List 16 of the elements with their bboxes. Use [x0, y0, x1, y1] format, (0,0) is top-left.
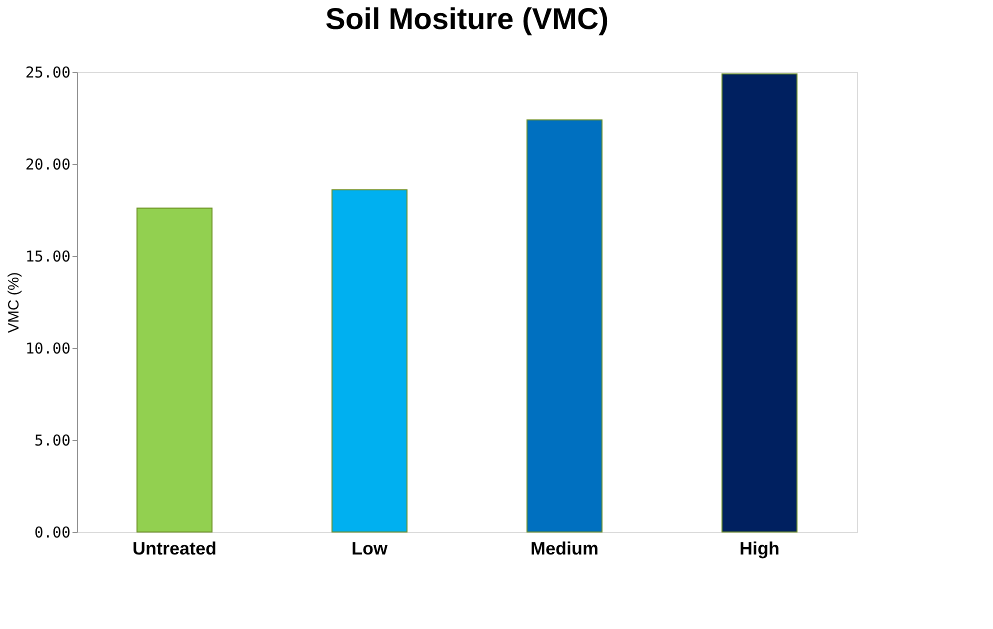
bar	[722, 73, 798, 532]
x-tick-label: Untreated	[132, 538, 217, 558]
x-tick-label: Medium	[530, 538, 599, 558]
y-tick-label: 5.00	[34, 432, 70, 450]
y-tick-label: 15.00	[25, 248, 70, 266]
y-tick-label: 10.00	[25, 340, 70, 358]
y-tick-label: 0.00	[34, 524, 70, 542]
y-tick-label: 25.00	[25, 64, 70, 82]
y-axis-title: VMC (%)	[5, 272, 22, 333]
x-tick-label: Low	[352, 538, 388, 558]
x-tick-label: High	[740, 538, 780, 558]
bar	[136, 208, 212, 532]
chart-title: Soil Mositure (VMC)	[325, 3, 609, 36]
bar	[332, 189, 408, 532]
y-tick-label: 20.00	[25, 156, 70, 174]
bar	[526, 119, 602, 532]
